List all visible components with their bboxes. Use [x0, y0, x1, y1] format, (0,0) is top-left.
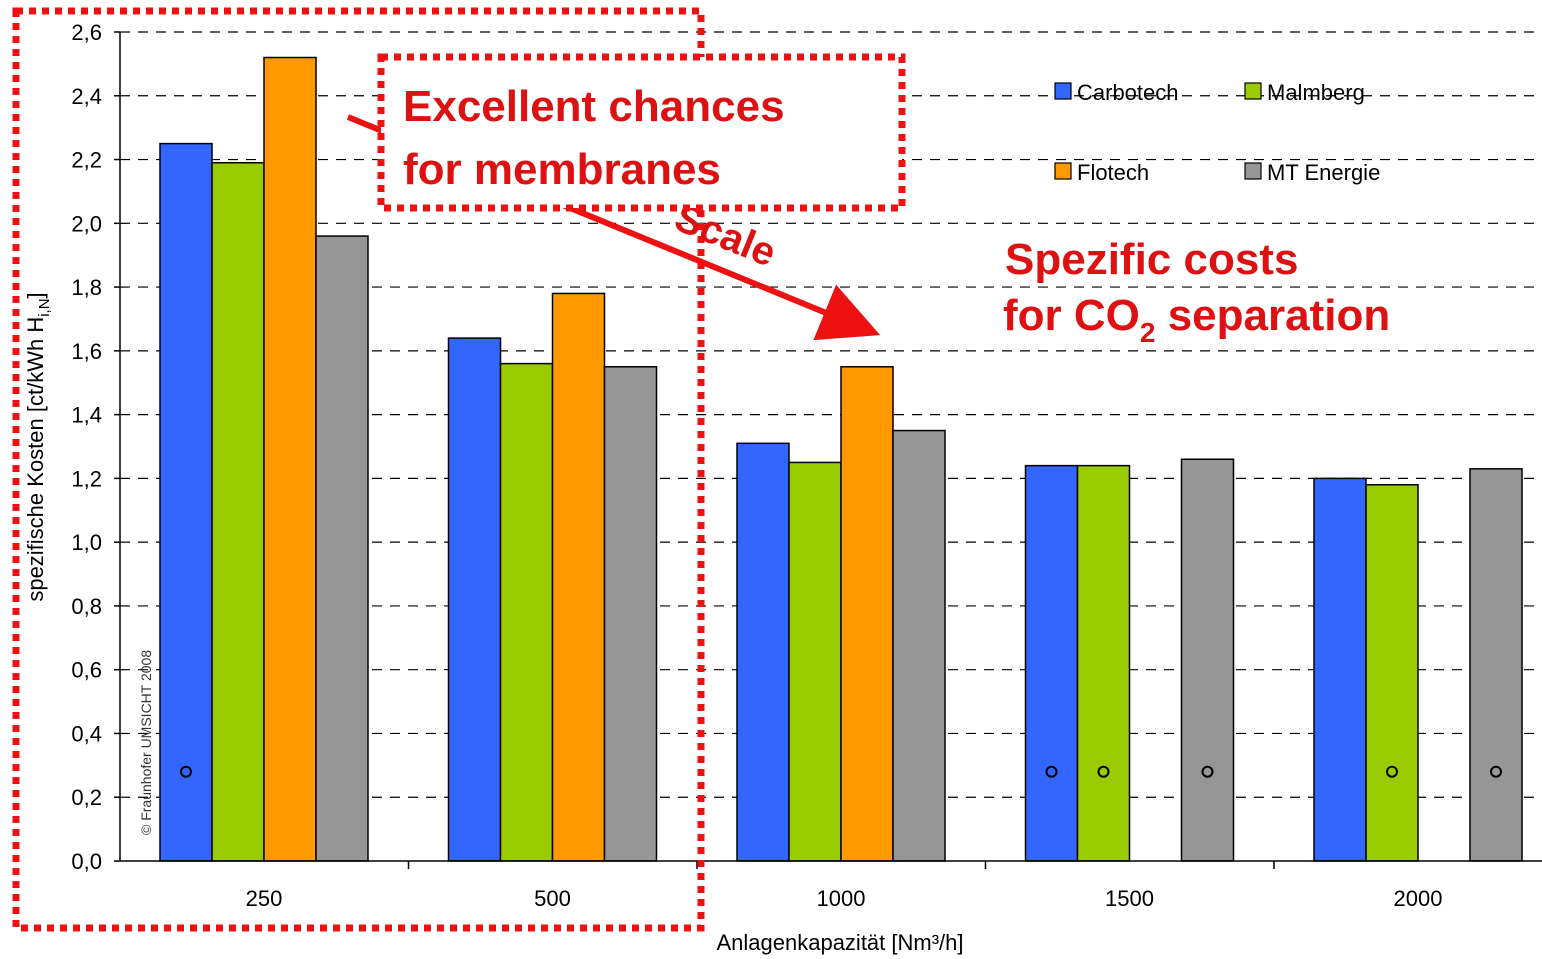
- y-tick-label: 1,6: [71, 339, 102, 364]
- legend-label: Carbotech: [1077, 80, 1179, 105]
- highlight-region-box: [12, 7, 705, 932]
- bar-malmberg: [1076, 464, 1131, 862]
- x-tick-label: 250: [246, 886, 283, 911]
- bar-carbotech: [1313, 477, 1367, 862]
- bars-group: [159, 56, 1523, 862]
- y-tick-labels: 0,0 0,2 0,4 0,6 0,8 1,0 1,2 1,4 1,6 1,8 2,0 2,2 2,4 2…: [71, 20, 102, 874]
- legend-label: Malmberg: [1267, 80, 1365, 105]
- bar-marker: [1201, 765, 1214, 778]
- bar-marker: [1386, 765, 1398, 778]
- bar-carbotech: [447, 337, 502, 862]
- legend-swatch: [1054, 162, 1072, 180]
- legend-label: Flotech: [1077, 160, 1149, 185]
- bar-mt-energie: [892, 429, 946, 862]
- bar-carbotech: [1024, 464, 1079, 862]
- legend: Carbotech Malmberg Flotech MT Energie: [1054, 80, 1380, 185]
- x-tick-label: 2000: [1394, 886, 1443, 911]
- membranes-callout-box: [377, 53, 906, 212]
- x-axis-title: Anlagenkapazität [Nm³/h]: [716, 930, 963, 955]
- costs-line-2: for CO2 separation: [1003, 291, 1390, 348]
- bar-malmberg: [788, 461, 842, 862]
- legend-swatch: [1054, 82, 1072, 100]
- x-tick-label: 1500: [1105, 886, 1154, 911]
- legend-swatch: [1244, 82, 1262, 100]
- bar-marker: [1045, 765, 1058, 778]
- costs-line-1: Spezific costs: [1005, 235, 1298, 284]
- bar-malmberg: [1365, 484, 1419, 862]
- y-tick-label: 0,6: [71, 658, 102, 683]
- bar-malmberg: [499, 362, 554, 862]
- y-axis-title: spezifische Kosten [ct/kWh Hi,N]: [23, 292, 53, 601]
- bar-flotech: [551, 292, 606, 862]
- bar-marker: [1490, 765, 1502, 778]
- bar-marker: [1097, 765, 1110, 778]
- bar-mt-energie: [315, 235, 369, 862]
- y-tick-label: 1,2: [71, 466, 102, 491]
- bar-flotech: [840, 366, 894, 862]
- bar-mt-energie: [1180, 458, 1235, 862]
- legend-label: MT Energie: [1267, 160, 1380, 185]
- legend-swatch: [1244, 162, 1262, 180]
- callout-line-2: for membranes: [403, 145, 721, 194]
- x-tick-labels: 250 500 1000 1500 2000: [246, 886, 1443, 911]
- x-tick-label: 500: [534, 886, 571, 911]
- bar-mt-energie: [1469, 468, 1523, 862]
- x-tick-label: 1000: [817, 886, 866, 911]
- y-tick-label: 1,0: [71, 530, 102, 555]
- y-tick-label: 2,6: [71, 20, 102, 45]
- bar-carbotech: [736, 442, 790, 862]
- callout-line-1: Excellent chances: [403, 82, 785, 131]
- axes-group: [114, 31, 1542, 869]
- bar-carbotech: [159, 142, 213, 862]
- y-tick-label: 1,4: [71, 403, 102, 428]
- y-tick-label: 2,4: [71, 84, 102, 109]
- y-tick-label: 2,2: [71, 148, 102, 173]
- y-tick-label: 0,4: [71, 721, 102, 746]
- copyright-note: © Fraunhofer UMSICHT 2008: [138, 650, 154, 835]
- markers-group: [180, 765, 1502, 778]
- bar-malmberg: [211, 161, 265, 862]
- y-tick-label: 1,8: [71, 275, 102, 300]
- bar-mt-energie: [603, 366, 658, 862]
- y-tick-label: 0,0: [71, 849, 102, 874]
- y-tick-label: 2,0: [71, 211, 102, 236]
- bar-marker: [180, 765, 192, 778]
- y-tick-label: 0,2: [71, 785, 102, 810]
- y-tick-label: 0,8: [71, 594, 102, 619]
- bar-flotech: [263, 56, 317, 862]
